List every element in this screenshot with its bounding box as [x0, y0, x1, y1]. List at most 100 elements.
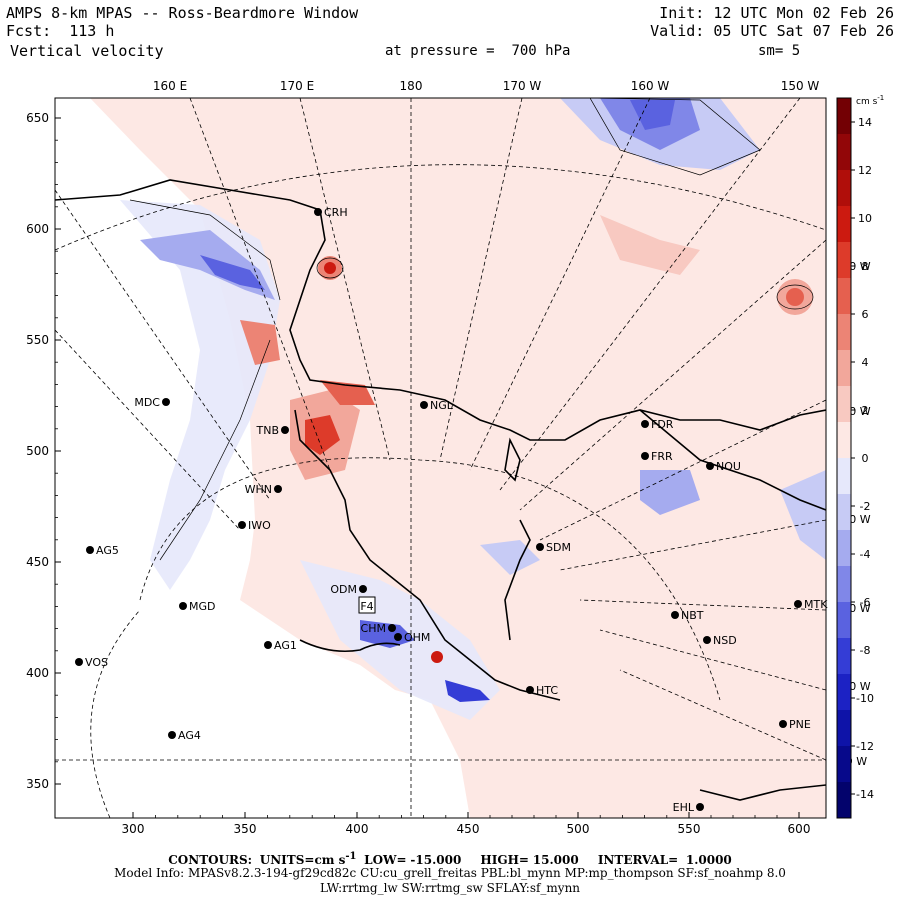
longitude-label-top: 150 W [781, 79, 820, 93]
station-dot [75, 658, 83, 666]
colorbar-tick-label: 10 [858, 212, 872, 225]
low-value: -15.000 [410, 853, 462, 867]
station-label: CRH [324, 206, 348, 219]
station-vos: VOS [75, 656, 108, 669]
colorbar: 14 12 10 8 6 4 2 0 -2 -4 -6 -8 -10 -12 -14 cm s-1 [836, 94, 884, 819]
station-htc: HTC [526, 684, 558, 697]
colorbar-segment [837, 782, 851, 819]
colorbar-segment [837, 422, 851, 459]
meridian-90w [619, 669, 826, 761]
station-label: NBT [681, 609, 704, 622]
station-dot [238, 521, 246, 529]
station-box [358, 596, 376, 614]
meridian-170w [439, 98, 523, 461]
station-sdm: SDM [536, 541, 571, 554]
colorbar-units-label: cm s [856, 97, 878, 107]
valid-time: Valid: 05 UTC Sat 07 Feb 26 [650, 22, 894, 40]
descent-streak-1-core [200, 255, 265, 290]
station-dot [696, 803, 704, 811]
station-frr: FRR [641, 450, 673, 463]
station-tnb: TNB [256, 424, 289, 437]
latitude-circle-3 [90, 609, 141, 818]
station-label: HTC [536, 684, 558, 697]
colorbar-segment [837, 170, 851, 207]
station-label: MTK [804, 598, 828, 611]
station-dot [536, 543, 544, 551]
ascent-band-ne [600, 215, 700, 275]
station-nsd: NSD [703, 634, 737, 647]
colorbar-segment [837, 134, 851, 171]
longitude-label-top: 160 E [153, 79, 187, 93]
longitude-label-top: 170 W [503, 79, 542, 93]
station-dot [671, 611, 679, 619]
colorbar-segment [837, 98, 851, 135]
y-tick-label: 500 [26, 444, 49, 458]
colorbar-segment [837, 206, 851, 243]
forecast-hour: Fcst: 113 h [6, 23, 114, 40]
station-label: FDR [651, 418, 674, 431]
units-exponent: -1 [345, 851, 357, 862]
longitude-label-top: 170 E [280, 79, 314, 93]
transantarctic-coast [294, 409, 561, 701]
colorbar-tick-label: 12 [858, 164, 872, 177]
descent-coast-1 [360, 620, 415, 648]
colorbar-tick-label: -14 [856, 788, 874, 801]
station-mdc: MDC [134, 396, 170, 409]
station-label: VOS [85, 656, 108, 669]
station-label: TNB [256, 424, 280, 437]
station-f4: F4 [358, 596, 376, 614]
station-dot [641, 452, 649, 460]
colorbar-segment [837, 278, 851, 315]
descent-core-north-inner [630, 100, 675, 130]
x-tick-label: 500 [567, 822, 590, 836]
colorbar-segment [837, 350, 851, 387]
high-label: HIGH= [480, 853, 529, 867]
station-label: SDM [546, 541, 571, 554]
ascent-spot-east-core [786, 288, 804, 306]
grounding-line [504, 519, 531, 641]
station-label: MDC [134, 396, 160, 409]
interval-label: INTERVAL= [597, 853, 679, 867]
station-dot [526, 686, 534, 694]
colorbar-units: cm s-1 [856, 94, 884, 107]
meridian-170e [299, 98, 391, 461]
y-tick-label: 550 [26, 333, 49, 347]
station-label: IWO [248, 519, 271, 532]
station-markers: CRH NGL MDC TNB WHN IWO AG5 MGD AG1 VOS AG4 SDM FDR F… [75, 206, 828, 814]
descent-east-2 [780, 470, 826, 560]
colorbar-segment [837, 638, 851, 675]
station-pne: PNE [779, 718, 811, 731]
ascent-spot-coast [431, 651, 443, 663]
colorbar-segment [837, 242, 851, 279]
colorbar-units-exponent: -1 [877, 94, 884, 102]
colorbar-tick-label: 0 [862, 452, 869, 465]
station-label: ODM [330, 583, 357, 596]
station-mgd: MGD [179, 600, 216, 613]
station-dot [394, 633, 402, 641]
plot-title: AMPS 8-km MPAS -- Ross-Beardmore Window [6, 4, 359, 22]
station-dot [641, 420, 649, 428]
station-whn: WHN [245, 483, 282, 496]
pressure-level: at pressure = 700 hPa [385, 43, 570, 60]
graticule [55, 98, 826, 818]
colorbar-tick-label: 2 [862, 404, 869, 417]
station-dot [264, 641, 272, 649]
station-dot [179, 602, 187, 610]
station-ehl: EHL [673, 801, 704, 814]
meridian-160w [469, 98, 651, 471]
station-dot [388, 624, 396, 632]
station-dot [314, 208, 322, 216]
forecast-value: 113 h [69, 22, 115, 40]
colorbar-segment [837, 746, 851, 783]
forecast-label: Fcst: [6, 22, 52, 40]
pressure-label: at pressure = [385, 43, 495, 59]
x-tick-label: 350 [234, 822, 257, 836]
y-tick-label: 650 [26, 111, 49, 125]
model-info: Model Info: MPASv8.2.3-194-gf29cd82c CU:… [114, 866, 786, 880]
station-dot [706, 462, 714, 470]
meridian-160e [189, 98, 331, 471]
colorbar-tick-label: 8 [862, 260, 869, 273]
axis-ticks [55, 117, 800, 818]
colorbar-segment [837, 386, 851, 423]
station-label: PNE [789, 718, 811, 731]
